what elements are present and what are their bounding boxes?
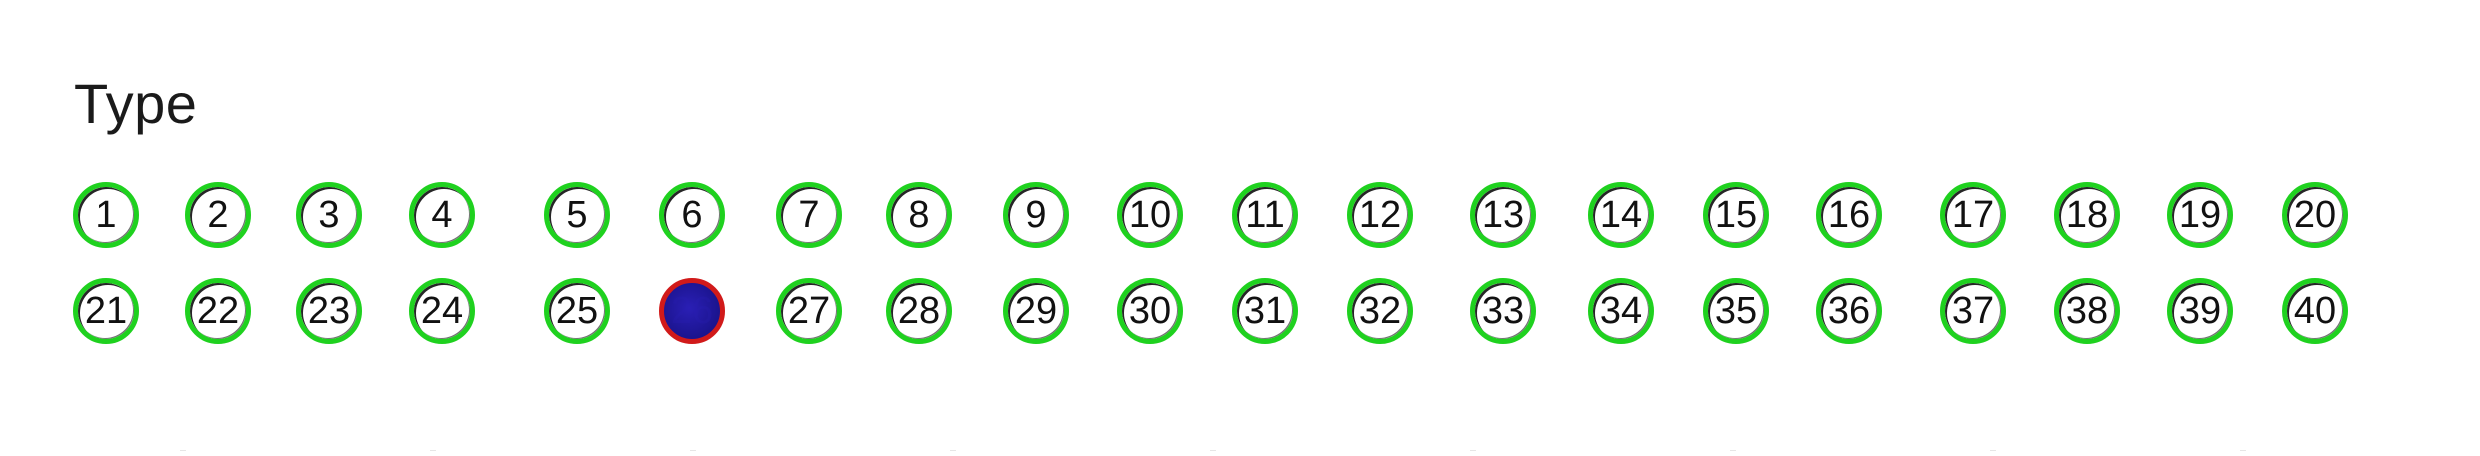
option-bubble-label: 14 [1599, 193, 1643, 236]
option-bubble-label: 20 [2293, 193, 2337, 236]
option-bubble-label: 31 [1243, 289, 1287, 332]
option-bubble-label: 24 [420, 289, 464, 332]
option-bubble-label: 22 [196, 289, 240, 332]
option-bubble-9[interactable]: 9 [1003, 182, 1069, 248]
option-bubble-36[interactable]: 36 [1816, 278, 1882, 344]
section-title: Type [74, 72, 198, 135]
option-bubble-26[interactable]: 26 [659, 278, 725, 344]
option-bubble-label: 2 [207, 193, 229, 236]
option-bubble-label: 18 [2065, 193, 2109, 236]
option-bubble-21[interactable]: 21 [73, 278, 139, 344]
option-bubble-label: 35 [1714, 289, 1758, 332]
option-bubble-32[interactable]: 32 [1347, 278, 1413, 344]
option-bubble-label: 40 [2293, 289, 2337, 332]
option-bubble-label: 36 [1827, 289, 1871, 332]
option-bubble-label: 4 [431, 193, 453, 236]
option-bubble-label: 23 [307, 289, 351, 332]
option-bubble-1[interactable]: 1 [73, 182, 139, 248]
option-bubble-27[interactable]: 27 [776, 278, 842, 344]
option-bubble-19[interactable]: 19 [2167, 182, 2233, 248]
option-bubble-label: 12 [1358, 193, 1402, 236]
option-bubble-label: 16 [1827, 193, 1871, 236]
option-bubble-label: 38 [2065, 289, 2109, 332]
option-bubble-22[interactable]: 22 [185, 278, 251, 344]
option-bubble-label: 19 [2178, 193, 2222, 236]
option-bubble-37[interactable]: 37 [1940, 278, 2006, 344]
option-bubble-label: 33 [1481, 289, 1525, 332]
option-bubble-31[interactable]: 31 [1232, 278, 1298, 344]
option-bubble-label: 6 [681, 193, 703, 236]
option-bubble-label: 9 [1025, 193, 1047, 236]
option-bubble-label: 15 [1714, 193, 1758, 236]
option-bubble-25[interactable]: 25 [544, 278, 610, 344]
option-bubble-label: 29 [1014, 289, 1058, 332]
option-bubble-16[interactable]: 16 [1816, 182, 1882, 248]
option-bubble-label: 10 [1128, 193, 1172, 236]
option-bubble-17[interactable]: 17 [1940, 182, 2006, 248]
option-bubble-8[interactable]: 8 [886, 182, 952, 248]
option-bubble-label: 28 [897, 289, 941, 332]
option-bubble-label: 13 [1481, 193, 1525, 236]
option-bubble-7[interactable]: 7 [776, 182, 842, 248]
option-bubble-11[interactable]: 11 [1232, 182, 1298, 248]
option-bubble-15[interactable]: 15 [1703, 182, 1769, 248]
option-bubble-13[interactable]: 13 [1470, 182, 1536, 248]
option-bubble-33[interactable]: 33 [1470, 278, 1536, 344]
option-bubble-label: 37 [1951, 289, 1995, 332]
option-bubble-10[interactable]: 10 [1117, 182, 1183, 248]
option-bubble-label: 26 [670, 289, 714, 332]
option-bubble-24[interactable]: 24 [409, 278, 475, 344]
option-bubble-4[interactable]: 4 [409, 182, 475, 248]
option-bubble-label: 5 [566, 193, 588, 236]
option-bubble-34[interactable]: 34 [1588, 278, 1654, 344]
option-bubble-label: 21 [84, 289, 128, 332]
option-bubble-29[interactable]: 29 [1003, 278, 1069, 344]
option-bubble-14[interactable]: 14 [1588, 182, 1654, 248]
option-bubble-28[interactable]: 28 [886, 278, 952, 344]
option-bubble-label: 27 [787, 289, 831, 332]
option-bubble-label: 8 [908, 193, 930, 236]
option-bubble-5[interactable]: 5 [544, 182, 610, 248]
option-bubble-35[interactable]: 35 [1703, 278, 1769, 344]
option-bubble-label: 7 [798, 193, 820, 236]
option-bubble-6[interactable]: 6 [659, 182, 725, 248]
option-bubble-label: 1 [95, 193, 117, 236]
option-bubble-38[interactable]: 38 [2054, 278, 2120, 344]
option-bubble-2[interactable]: 2 [185, 182, 251, 248]
option-bubble-label: 25 [555, 289, 599, 332]
option-bubble-label: 11 [1245, 193, 1285, 236]
option-bubble-18[interactable]: 18 [2054, 182, 2120, 248]
option-bubble-label: 39 [2178, 289, 2222, 332]
option-bubble-label: 32 [1358, 289, 1402, 332]
option-bubble-label: 30 [1128, 289, 1172, 332]
option-bubble-20[interactable]: 20 [2282, 182, 2348, 248]
option-bubble-40[interactable]: 40 [2282, 278, 2348, 344]
option-bubble-3[interactable]: 3 [296, 182, 362, 248]
option-bubble-label: 17 [1951, 193, 1995, 236]
option-bubble-23[interactable]: 23 [296, 278, 362, 344]
option-bubble-30[interactable]: 30 [1117, 278, 1183, 344]
option-bubble-label: 3 [318, 193, 340, 236]
option-bubble-39[interactable]: 39 [2167, 278, 2233, 344]
option-bubble-label: 34 [1599, 289, 1643, 332]
option-bubble-12[interactable]: 12 [1347, 182, 1413, 248]
